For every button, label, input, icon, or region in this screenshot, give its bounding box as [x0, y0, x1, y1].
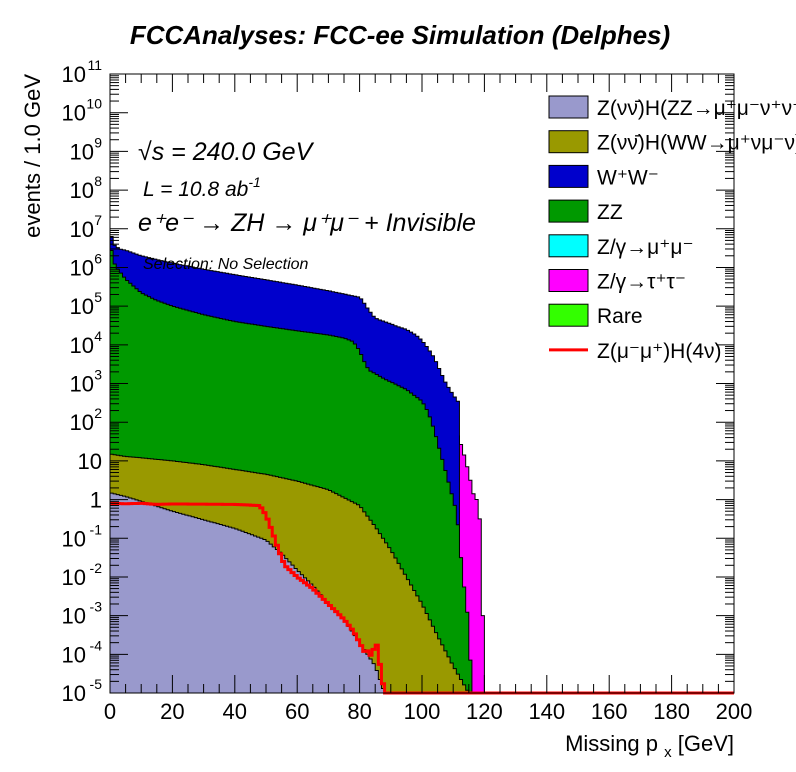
y-tick-exponent: 3	[94, 367, 102, 383]
y-tick-label: 10	[62, 565, 86, 590]
legend-swatch	[548, 269, 589, 292]
legend-entries: Z(νν̄)H(ZZ→μ⁺μ⁻ν⁺ν⁻) Z(νν̄)H(WW→μ⁺νμ⁻ν) W⁺…	[548, 95, 796, 363]
y-tick-label: 10	[70, 372, 94, 397]
y-tick-label: 10	[70, 294, 94, 319]
annotation-sqrts: √s = 240.0 GeV	[138, 138, 315, 166]
x-tick-label: 60	[285, 699, 309, 724]
chart-title: FCCAnalyses: FCC-ee Simulation (Delphes)	[130, 20, 670, 50]
y-tick-exponent: 9	[94, 134, 102, 150]
plot-area	[109, 74, 734, 695]
y-tick-exponent: 4	[94, 328, 102, 344]
legend: Z(νν̄)H(ZZ→μ⁺μ⁻ν⁺ν⁻) Z(νν̄)H(WW→μ⁺νμ⁻ν) W⁺…	[548, 95, 796, 363]
x-tick-label: 40	[223, 699, 247, 724]
y-tick-label: 10	[70, 139, 94, 164]
x-tick-label: 100	[404, 699, 441, 724]
legend-label: Z(νν̄)H(ZZ→μ⁺μ⁻ν⁺ν⁻)	[597, 97, 796, 120]
y-tick-exponent: -5	[90, 676, 103, 692]
legend-label: Z(μ⁻μ⁺)H(4ν)	[597, 340, 722, 363]
y-tick-label: 10	[70, 255, 94, 280]
legend-label: Z/γ→μ⁺μ⁻	[597, 236, 694, 259]
x-tick-label: 0	[104, 699, 116, 724]
x-tick-label: 180	[653, 699, 690, 724]
y-tick-label: 1	[90, 488, 102, 513]
y-tick-label: 10	[62, 101, 86, 126]
legend-swatch	[548, 130, 589, 154]
legend-label: Rare	[597, 305, 643, 328]
annotation-process: e⁺e⁻ → ZH → μ⁺μ⁻ + Invisible	[138, 209, 476, 237]
y-tick-exponent: -4	[90, 637, 103, 653]
annotation-luminosity: L = 10.8 ab-1	[143, 174, 261, 201]
y-tick-exponent: 11	[87, 57, 102, 73]
annotation-selection: Selection: No Selection	[143, 256, 309, 273]
y-tick-label: 10	[62, 604, 86, 629]
y-axis-title: events / 1.0 GeV	[20, 74, 45, 238]
y-tick-label: 10	[70, 178, 94, 203]
y-tick-exponent: 5	[94, 289, 102, 305]
y-tick-exponent: 10	[86, 96, 102, 112]
y-tick-exponent: 7	[94, 212, 102, 228]
legend-swatch	[548, 303, 589, 327]
y-tick-exponent: 8	[94, 173, 102, 189]
y-tick-label: 10	[62, 681, 86, 706]
x-tick-label: 160	[591, 699, 628, 724]
y-tick-label: 10	[70, 217, 94, 242]
y-tick-label: 10	[70, 410, 94, 435]
legend-label: ZZ	[597, 201, 623, 224]
legend-swatch	[548, 164, 589, 188]
legend-label: W⁺W⁻	[597, 166, 659, 189]
legend-swatch	[548, 199, 589, 223]
y-tick-label: 10	[62, 526, 86, 551]
legend-label: Z(νν̄)H(WW→μ⁺νμ⁻ν)	[597, 132, 796, 155]
y-tick-label: 10	[62, 642, 86, 667]
legend-swatch	[548, 234, 589, 258]
y-tick-exponent: -1	[90, 521, 103, 537]
legend-label: Z/γ→τ⁺τ⁻	[597, 271, 686, 294]
annotations: √s = 240.0 GeV L = 10.8 ab-1 e⁺e⁻ → ZH → μ…	[138, 138, 476, 273]
y-tick-exponent: -3	[90, 599, 103, 615]
x-axis-title: Missing p x [GeV]	[565, 731, 734, 761]
y-tick-exponent: 2	[94, 405, 102, 421]
x-tick-label: 80	[347, 699, 371, 724]
y-tick-exponent: 6	[94, 250, 102, 266]
y-tick-exponent: -2	[90, 560, 103, 576]
y-tick-label: 10	[62, 62, 86, 87]
x-tick-label: 20	[160, 699, 184, 724]
y-tick-label: 10	[70, 333, 94, 358]
x-tick-label: 200	[716, 699, 753, 724]
y-tick-label: 10	[78, 449, 102, 474]
x-tick-label: 120	[466, 699, 503, 724]
legend-swatch	[548, 95, 589, 119]
x-tick-label: 140	[528, 699, 565, 724]
